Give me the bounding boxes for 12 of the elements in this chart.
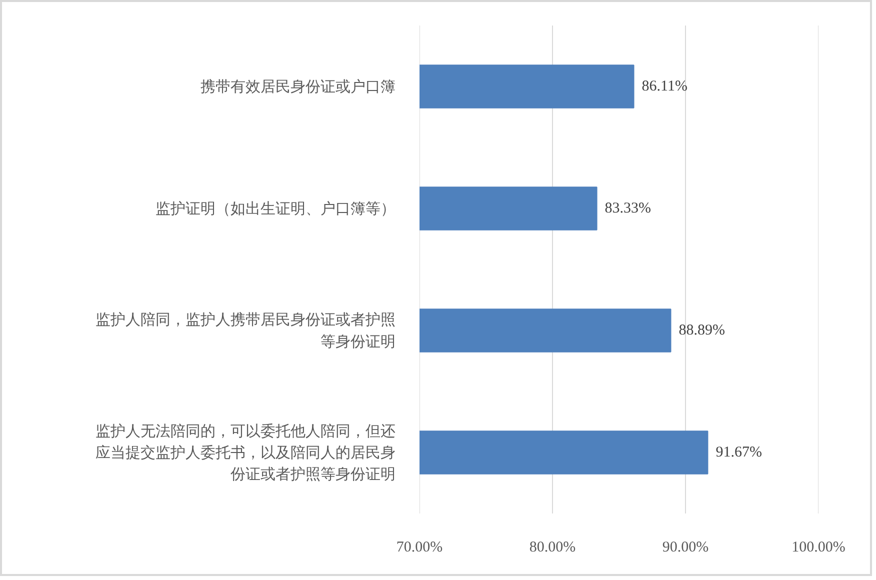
data-label: 88.89% [678,322,725,338]
y-tick-label: 监护人无法陪同的，可以委托他人陪同，但还应当提交监护人委托书，以及陪同人的居民身份证或者护照等身份证明 [96,422,396,484]
y-tick-label: 携带有效居民身份证或户口簿 [200,78,396,96]
data-label: 86.11% [642,78,688,94]
y-tick-label: 监护人陪同，监护人携带居民身份证或者护照等身份证明 [96,310,396,350]
x-tick-label: 100.00% [792,540,846,556]
x-tick-label: 90.00% [662,540,709,556]
x-tick-label: 70.00% [396,540,443,556]
data-label: 91.67% [716,444,762,460]
y-tick-label: 监护证明（如出生证明、户口簿等） [156,200,396,218]
data-label: 83.33% [604,200,652,216]
x-tick-label: 80.00% [529,540,576,556]
